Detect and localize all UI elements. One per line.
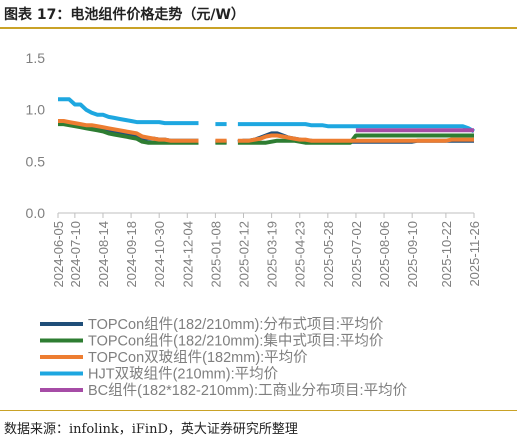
x-tick-label: 2025-02-12 (237, 221, 252, 288)
legend-label: TOPCon组件(182/210mm):分布式项目:平均价 (88, 316, 384, 333)
legend-label: TOPCon组件(182/210mm):集中式项目:平均价 (88, 333, 384, 350)
source-rule (0, 410, 517, 411)
x-tick-label: 2024-12-04 (180, 221, 195, 288)
x-tick-label: 2024-07-10 (68, 221, 83, 288)
y-tick-label: 1.0 (26, 102, 46, 118)
legend-label: HJT双玻组件(210mm):平均价 (88, 366, 279, 383)
y-tick-label: 0.0 (26, 205, 46, 221)
price-line-chart: 0.0 0.5 1.0 1.5 2024-06-05 2024-07-10 2024-08… (26, 50, 482, 399)
legend: TOPCon组件(182/210mm):分布式项目:平均价TOPCon组件(18… (40, 316, 408, 399)
x-tick-label: 2025-07-02 (349, 221, 364, 288)
x-tick-label: 2025-09-10 (405, 221, 420, 288)
title-rule (0, 27, 517, 29)
y-axis: 0.0 0.5 1.0 1.5 (26, 50, 46, 221)
x-tick-label: 2025-05-28 (321, 221, 336, 288)
series-line (58, 97, 475, 134)
series-segment (237, 133, 474, 145)
x-tick-label: 2024-10-30 (152, 221, 167, 288)
legend-label: BC组件(182*182-210mm):工商业分布项目:平均价 (88, 382, 408, 399)
x-tick-label: 2025-03-19 (265, 221, 280, 288)
x-tick-label: 2025-04-23 (293, 221, 308, 288)
figure-title: 图表 17：电池组件价格走势（元/W） (4, 7, 245, 23)
series-segment (58, 97, 199, 126)
x-axis: 2024-06-05 2024-07-10 2024-08-14 2024-09-18… (51, 212, 482, 288)
series-segment (237, 122, 475, 134)
series-segment (237, 133, 474, 143)
x-tick-label: 2024-08-14 (96, 221, 111, 288)
x-tick-label: 2024-09-18 (124, 221, 139, 288)
series-segment (58, 119, 199, 143)
x-tick-label: 2025-08-06 (377, 221, 392, 288)
data-source-note: 数据来源：infolink，iFinD，英大证券研究所整理 (4, 422, 298, 437)
x-tick-label: 2025-11-26 (467, 221, 482, 287)
x-tick-label: 2025-01-08 (208, 221, 223, 288)
series-layer (58, 97, 475, 145)
x-tick-label: 2024-06-05 (51, 221, 66, 288)
y-tick-label: 0.5 (26, 153, 46, 169)
x-tick-label: 2025-10-22 (439, 221, 454, 288)
legend-label: TOPCon双玻组件(182mm):平均价 (88, 349, 308, 366)
y-tick-label: 1.5 (26, 50, 46, 66)
series-line (58, 119, 474, 143)
